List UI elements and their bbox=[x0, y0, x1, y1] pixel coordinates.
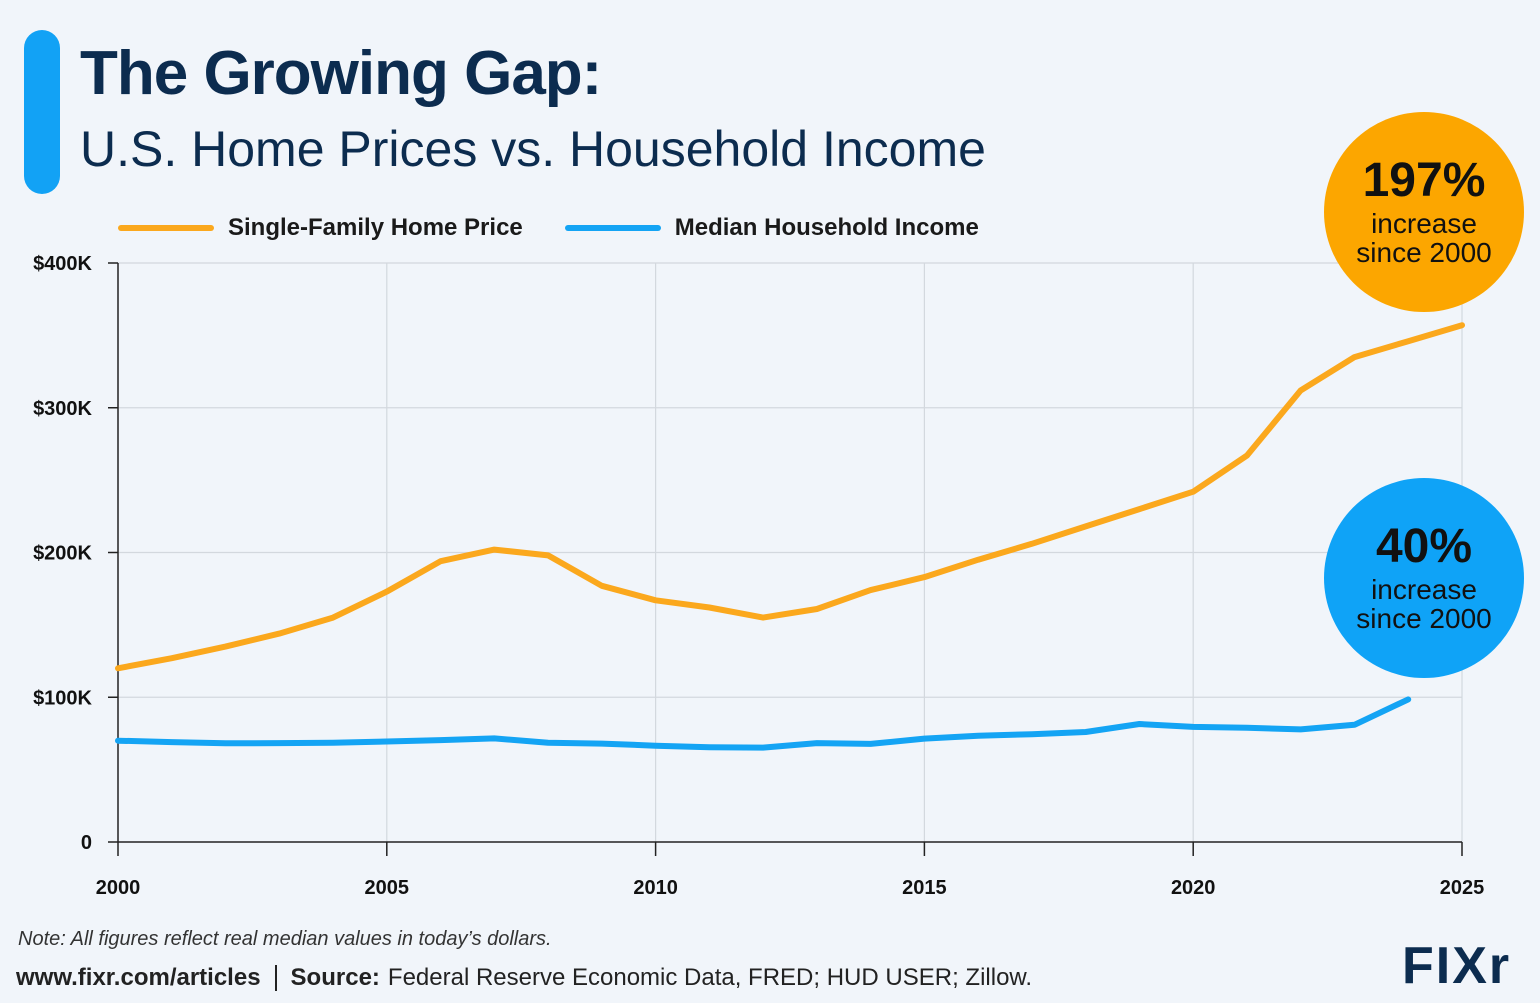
income-increase-badge: 40% increase since 2000 bbox=[1324, 478, 1524, 678]
y-tick-label-3: $300K bbox=[33, 398, 92, 420]
income-increase-line2: since 2000 bbox=[1356, 603, 1492, 634]
x-tick-label-0: 2000 bbox=[96, 877, 141, 899]
x-tick-label-3: 2015 bbox=[902, 877, 947, 899]
data-series bbox=[115, 322, 1465, 751]
footer: www.fixr.com/articles Source: Federal Re… bbox=[16, 964, 1032, 992]
chart-legend: Single-Family Home Price Median Househol… bbox=[118, 212, 1021, 244]
household-income-line bbox=[115, 696, 1412, 751]
home-price-line bbox=[115, 322, 1465, 672]
x-tick-label-1: 2005 bbox=[365, 877, 410, 899]
home-price-increase-line2: since 2000 bbox=[1356, 237, 1492, 268]
title-accent-bar bbox=[24, 30, 60, 194]
fixr-logo: FIXr bbox=[1402, 937, 1512, 995]
legend-item-household-income: Median Household Income bbox=[564, 214, 979, 242]
legend-label-home-price: Single-Family Home Price bbox=[228, 214, 523, 241]
y-tick-label-4: $400K bbox=[33, 253, 92, 275]
legend-item-home-price: Single-Family Home Price bbox=[118, 214, 523, 242]
income-increase-line1: increase bbox=[1371, 573, 1477, 605]
y-tick-label-0: 0 bbox=[81, 832, 92, 854]
legend-label-household-income: Median Household Income bbox=[674, 214, 979, 241]
chart-subtitle: U.S. Home Prices vs. Household Income bbox=[80, 121, 986, 177]
home-price-increase-pct: 197% bbox=[1362, 153, 1486, 207]
footnote: Note: All figures reflect real median va… bbox=[18, 928, 552, 950]
source-label: Source: bbox=[290, 964, 380, 991]
chart-title: The Growing Gap: bbox=[80, 39, 602, 108]
income-increase-pct: 40% bbox=[1375, 519, 1473, 573]
y-tick-label-1: $100K bbox=[33, 687, 92, 709]
tick-labels: 0 $100K $200K $300K $400K 2000 2005 2010 2015 202… bbox=[33, 253, 1484, 899]
legend-swatch-home-price bbox=[118, 225, 214, 231]
home-price-increase-badge: 197% increase since 2000 bbox=[1324, 112, 1524, 312]
source-text: Federal Reserve Economic Data, FRED; HUD… bbox=[387, 964, 1033, 991]
axes bbox=[108, 262, 1463, 856]
home-price-increase-line1: increase bbox=[1371, 207, 1477, 239]
x-tick-label-4: 2020 bbox=[1171, 877, 1216, 899]
grid-lines bbox=[118, 262, 1463, 842]
y-tick-label-2: $200K bbox=[33, 543, 92, 565]
x-tick-label-2: 2010 bbox=[633, 877, 678, 899]
footer-url-link[interactable]: www.fixr.com/articles bbox=[16, 964, 261, 991]
x-tick-label-5: 2025 bbox=[1440, 877, 1485, 899]
legend-swatch-household-income bbox=[564, 225, 661, 231]
footer-separator bbox=[274, 965, 277, 991]
